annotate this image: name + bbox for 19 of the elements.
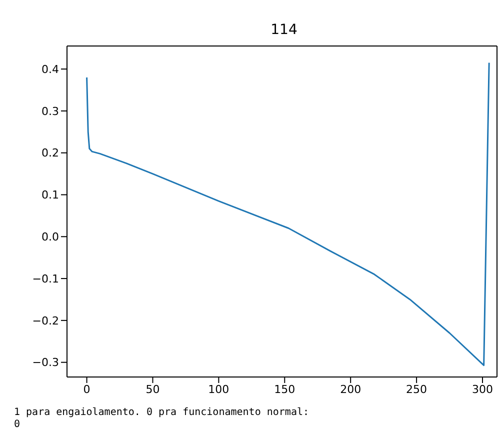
line-series (86, 62, 490, 366)
y-tick-label: 0.1 (42, 188, 59, 202)
x-tick-label: 200 (340, 382, 362, 396)
x-tick-label: 150 (274, 382, 296, 396)
x-tick-label: 100 (208, 382, 230, 396)
x-tick-label: 300 (472, 382, 493, 396)
text: 1 para engaiolamento. 0 pra funcionamento normal: (14, 407, 310, 419)
y-tick-label: −0.1 (32, 272, 59, 286)
y-tick-label: −0.2 (32, 314, 59, 328)
text: 0 (14, 419, 22, 431)
y-tick-label: 0.3 (42, 104, 59, 118)
x-tick-label: 0 (83, 382, 90, 396)
y-tick-label: 0.2 (42, 146, 59, 160)
y-tick-label: 0.4 (42, 62, 59, 76)
x-tick-label: 50 (146, 382, 160, 396)
y-tick-label: −0.3 (32, 356, 59, 370)
x-tick-label: 250 (406, 382, 428, 396)
chart-title: 114 (270, 22, 298, 38)
y-tick-label: 0.0 (42, 230, 59, 244)
